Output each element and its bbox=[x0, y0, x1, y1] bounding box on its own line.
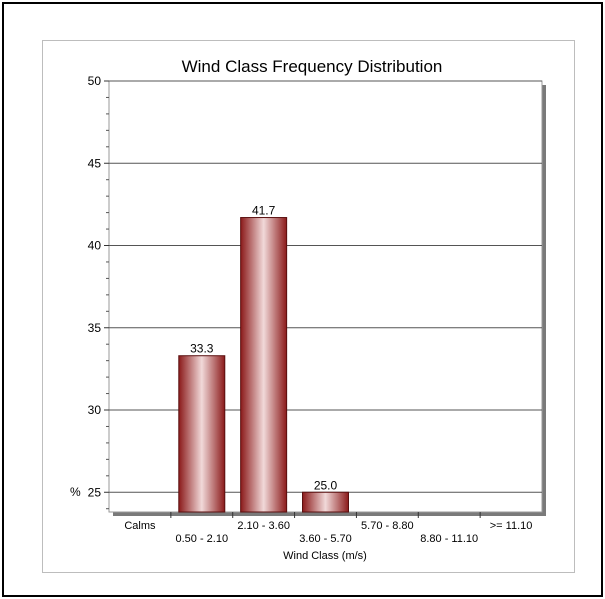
y-tick-label: 30 bbox=[88, 403, 102, 417]
bar-value-label: 33.3 bbox=[190, 342, 214, 356]
x-tick-label: >= 11.10 bbox=[490, 520, 533, 532]
x-tick-label: 8.80 - 11.10 bbox=[420, 533, 478, 545]
y-tick-label: 45 bbox=[88, 156, 102, 170]
bar bbox=[178, 355, 226, 513]
axis-layer: 25 30 35 40 45 50 Calms 0.50 - 2.10 2.10 - 3.60 3… bbox=[88, 74, 533, 545]
x-tick-label: 0.50 - 2.10 bbox=[175, 533, 228, 545]
plot-area bbox=[108, 80, 543, 513]
x-tick-label: Calms bbox=[124, 520, 156, 532]
grid-layer bbox=[108, 80, 546, 516]
x-tick-label: 5.70 - 8.80 bbox=[361, 520, 414, 532]
y-axis-label: % bbox=[70, 485, 81, 499]
bar bbox=[240, 217, 288, 513]
y-tick-label: 25 bbox=[88, 485, 102, 499]
bar bbox=[302, 491, 349, 513]
y-tick-label: 40 bbox=[88, 239, 102, 253]
bar-value-label: 25.0 bbox=[314, 478, 338, 492]
x-tick-label: 3.60 - 5.70 bbox=[299, 533, 352, 545]
bar-value-label: 41.7 bbox=[252, 204, 276, 218]
bar-layer: 33.3 41.7 25.0 bbox=[178, 204, 349, 513]
chart-title: Wind Class Frequency Distribution bbox=[182, 57, 443, 76]
y-tick-label: 35 bbox=[88, 321, 102, 335]
x-tick-label: 2.10 - 3.60 bbox=[237, 520, 290, 532]
y-tick-label: 50 bbox=[88, 74, 102, 88]
x-axis-label: Wind Class (m/s) bbox=[283, 550, 367, 562]
